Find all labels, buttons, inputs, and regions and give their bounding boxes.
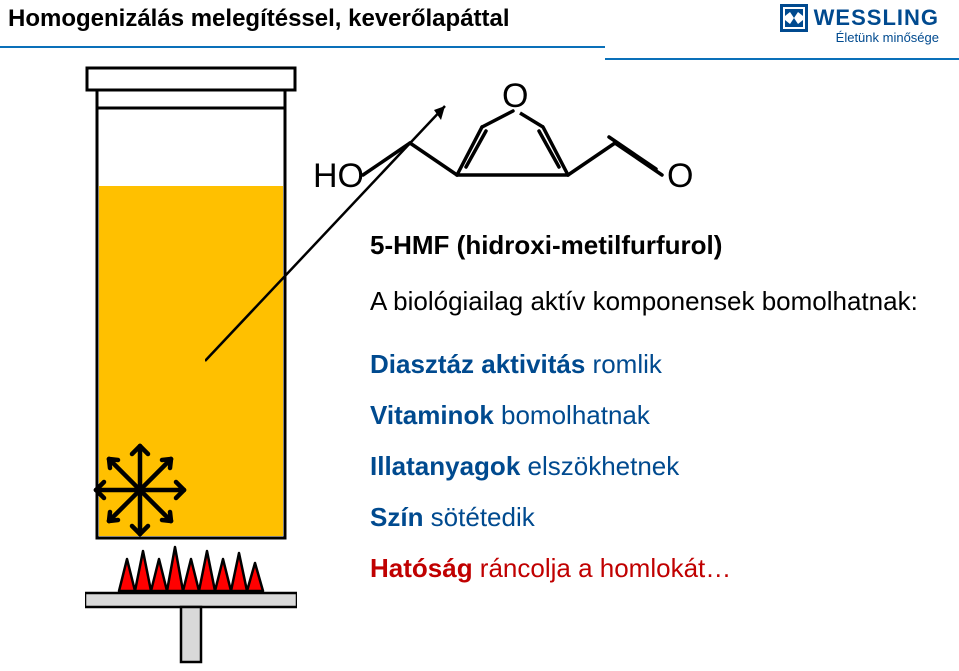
- text-column: 5-HMF (hidroxi-metilfurfurol) A biológia…: [370, 230, 930, 604]
- kw-authority: Hatóság: [370, 553, 473, 583]
- brand-name: WESSLING: [814, 5, 939, 31]
- chem-label-o-ring: O: [502, 77, 528, 115]
- line-vitamins: Vitaminok bomolhatnak: [370, 400, 930, 431]
- page-title: Homogenizálás melegítéssel, keverőlapátt…: [8, 5, 510, 33]
- rest-color: sötétedik: [423, 502, 534, 532]
- kw-color: Szín: [370, 502, 423, 532]
- line-aromas: Illatanyagok elszökhetnek: [370, 451, 930, 482]
- brand-tagline: Életünk minősége: [780, 30, 939, 45]
- rest-authority: ráncolja a homlokát…: [473, 553, 732, 583]
- brand-logo: WESSLING Életünk minősége: [780, 4, 939, 45]
- line-color: Szín sötétedik: [370, 502, 930, 533]
- wessling-logo-icon: [780, 4, 808, 32]
- rest-aromas: elszökhetnek: [520, 451, 679, 481]
- header-divider: [0, 46, 605, 48]
- kw-vitamins: Vitaminok: [370, 400, 494, 430]
- header-divider-right: [605, 58, 959, 60]
- chem-label-ho: HO: [313, 157, 364, 195]
- rest-vitamins: bomolhatnak: [494, 400, 650, 430]
- kw-aromas: Illatanyagok: [370, 451, 520, 481]
- body-intro: A biológiailag aktív komponensek bomolha…: [370, 283, 930, 319]
- kw-diastase: Diasztáz aktivitás: [370, 349, 585, 379]
- chem-label-o-aldehyde: O: [667, 157, 693, 195]
- line-diastase: Diasztáz aktivitás romlik: [370, 349, 930, 380]
- compound-label: 5-HMF (hidroxi-metilfurfurol): [370, 230, 930, 261]
- line-authority: Hatóság ráncolja a homlokát…: [370, 553, 930, 584]
- rest-diastase: romlik: [585, 349, 662, 379]
- chemical-structure: HO O O: [305, 75, 695, 220]
